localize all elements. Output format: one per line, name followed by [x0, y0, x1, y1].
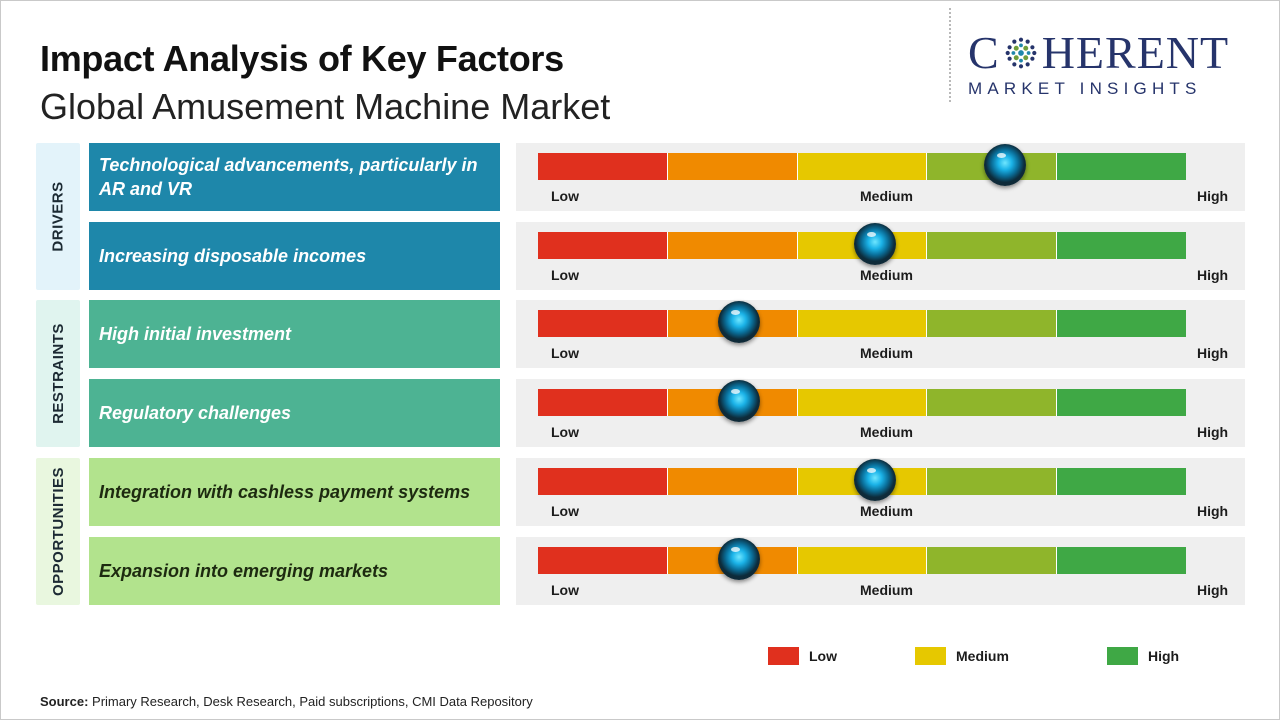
legend-item-high: High	[1107, 647, 1179, 665]
factor-box: High initial investment	[89, 300, 500, 368]
scale-low-label: Low	[551, 582, 579, 598]
brand-logo: C HERENT MARKET INSIGHTS	[968, 30, 1264, 99]
scale-low-label: Low	[551, 424, 579, 440]
scale-segment-low	[538, 389, 668, 416]
factor-label: Technological advancements, particularly…	[99, 155, 478, 199]
page-subtitle: Global Amusement Machine Market	[40, 86, 611, 127]
factor-box: Expansion into emerging markets	[89, 537, 500, 605]
factor-box: Integration with cashless payment system…	[89, 458, 500, 526]
source-label: Source:	[40, 694, 89, 709]
scale-medium-label: Medium	[860, 188, 913, 204]
impact-meter: Low Medium High	[516, 537, 1245, 605]
scale-medium-label: Medium	[860, 424, 913, 440]
factor-box: Regulatory challenges	[89, 379, 500, 447]
scale-segment-high	[1057, 547, 1186, 574]
scale-medium-label: Medium	[860, 503, 913, 519]
impact-scale	[538, 310, 1186, 337]
scale-segment-low	[538, 153, 668, 180]
impact-meter: Low Medium High	[516, 458, 1245, 526]
scale-segment-high	[1057, 389, 1186, 416]
legend-swatch	[1107, 647, 1138, 665]
factor-label: High initial investment	[99, 324, 292, 344]
scale-segment-low-medium	[667, 232, 798, 259]
legend-label: High	[1148, 648, 1180, 664]
scale-segment-medium	[797, 389, 928, 416]
category-opportunities: OPPORTUNITIES	[36, 458, 80, 605]
logo-tagline: MARKET INSIGHTS	[968, 79, 1202, 98]
legend-label: Medium	[956, 648, 1009, 664]
scale-segment-high	[1057, 232, 1186, 259]
impact-marker	[853, 459, 896, 501]
category-drivers: DRIVERS	[36, 143, 80, 290]
scale-segment-low	[538, 468, 668, 495]
impact-marker	[717, 380, 760, 422]
impact-scale	[538, 547, 1186, 574]
impact-marker	[717, 301, 760, 343]
legend-item-low: Low	[768, 647, 837, 665]
scale-segment-low-medium	[667, 153, 798, 180]
impact-marker	[853, 223, 896, 265]
category-label: DRIVERS	[49, 181, 67, 252]
scale-segment-medium	[797, 153, 928, 180]
impact-scale	[538, 468, 1186, 495]
scale-segment-medium-high	[927, 232, 1058, 259]
scale-high-label: High	[1197, 424, 1229, 440]
scale-segment-high	[1057, 153, 1186, 180]
impact-scale	[538, 153, 1186, 180]
page-title: Impact Analysis of Key Factors	[40, 38, 564, 79]
legend-item-medium: Medium	[915, 647, 1009, 665]
impact-marker	[983, 144, 1026, 186]
legend-label: Low	[809, 648, 837, 664]
globe-dots-icon	[1005, 37, 1037, 69]
category-label: OPPORTUNITIES	[49, 466, 67, 597]
scale-high-label: High	[1197, 345, 1229, 361]
scale-segment-high	[1057, 468, 1186, 495]
factor-box: Increasing disposable incomes	[89, 222, 500, 290]
scale-segment-high	[1057, 310, 1186, 337]
scale-high-label: High	[1197, 503, 1229, 519]
scale-medium-label: Medium	[860, 267, 913, 283]
impact-meter: Low Medium High	[516, 379, 1245, 447]
source-text: Primary Research, Desk Research, Paid su…	[88, 694, 533, 709]
scale-segment-medium-high	[927, 310, 1058, 337]
logo-wordmark-right: HERENT	[1041, 27, 1230, 78]
impact-scale	[538, 389, 1186, 416]
scale-medium-label: Medium	[860, 582, 913, 598]
logo-divider	[949, 8, 951, 102]
scale-low-label: Low	[551, 503, 579, 519]
scale-segment-low	[538, 547, 668, 574]
source-note: Source: Primary Research, Desk Research,…	[40, 694, 533, 709]
legend-swatch	[915, 647, 946, 665]
scale-low-label: Low	[551, 345, 579, 361]
impact-marker	[717, 538, 760, 580]
scale-segment-medium-high	[927, 389, 1058, 416]
factor-box: Technological advancements, particularly…	[89, 143, 500, 211]
scale-high-label: High	[1197, 582, 1229, 598]
factor-label: Increasing disposable incomes	[99, 246, 367, 266]
scale-segment-low	[538, 310, 668, 337]
scale-segment-medium-high	[927, 468, 1058, 495]
scale-low-label: Low	[551, 188, 579, 204]
factor-label: Expansion into emerging markets	[99, 561, 389, 581]
scale-high-label: High	[1197, 267, 1229, 283]
scale-medium-label: Medium	[860, 345, 913, 361]
impact-meter: Low Medium High	[516, 222, 1245, 290]
scale-segment-low-medium	[667, 468, 798, 495]
logo-wordmark-left: C	[968, 27, 1000, 78]
scale-segment-low	[538, 232, 668, 259]
legend-swatch	[768, 647, 799, 665]
logo-wordmark: C HERENT	[968, 30, 1264, 76]
scale-low-label: Low	[551, 267, 579, 283]
impact-meter: Low Medium High	[516, 300, 1245, 368]
scale-segment-medium-high	[927, 547, 1058, 574]
factor-label: Regulatory challenges	[99, 403, 292, 423]
factor-label: Integration with cashless payment system…	[99, 482, 471, 502]
scale-segment-medium	[797, 547, 928, 574]
scale-high-label: High	[1197, 188, 1229, 204]
scale-segment-medium	[797, 310, 928, 337]
category-label: RESTRAINTS	[49, 323, 67, 424]
impact-meter: Low Medium High	[516, 143, 1245, 211]
category-restraints: RESTRAINTS	[36, 300, 80, 447]
